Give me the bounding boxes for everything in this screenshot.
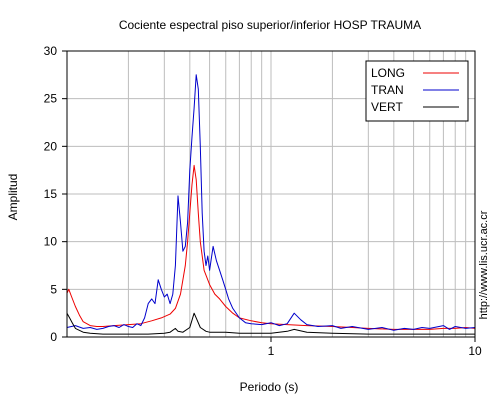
legend-label-vert: VERT [371,100,403,114]
y-tick-label: 15 [44,187,58,201]
y-axis-label: Amplitud [6,174,20,221]
y-tick-label: 30 [44,44,58,58]
axis-ticks: 0 5 10 15 20 25 30 1 10 [44,44,482,358]
legend-box [365,60,469,122]
side-url-text: http://www.lis.ucr.ac.cr [478,210,490,319]
x-tick-label: 10 [468,344,482,358]
legend-label-long: LONG [371,66,405,80]
y-tick-label: 0 [50,330,57,344]
chart-title: Cociente espectral piso superior/inferio… [119,18,421,32]
y-tick-label: 10 [44,235,58,249]
legend-label-tran: TRAN [371,83,404,97]
legend: LONG TRAN VERT [365,60,469,122]
series-line-tran [66,74,476,331]
x-tick-label: 1 [268,344,275,358]
series-lines [66,74,476,335]
y-tick-label: 5 [50,282,57,296]
y-tick-label: 25 [44,92,58,106]
x-axis-label: Periodo (s) [240,380,299,394]
y-tick-label: 20 [44,139,58,153]
series-line-vert [66,312,475,335]
